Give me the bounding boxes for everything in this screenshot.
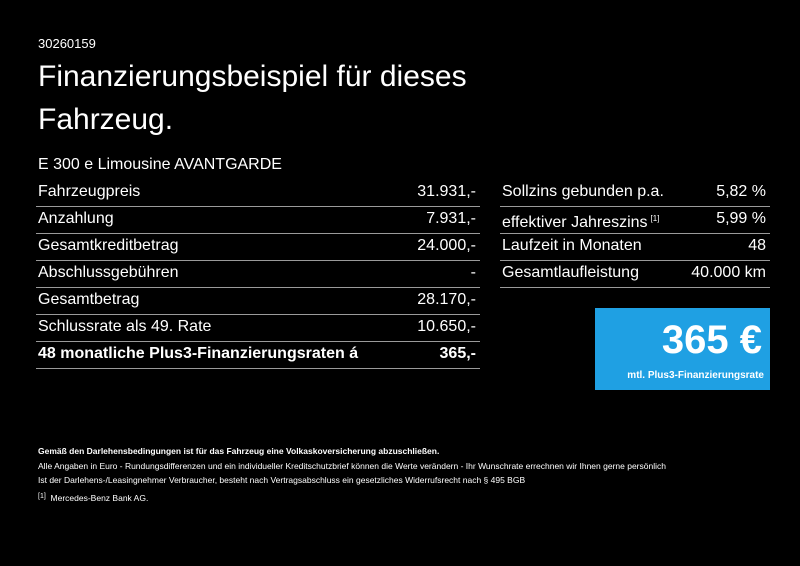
footer-line: Ist der Darlehens-/Leasingnehmer Verbrau… [38, 475, 526, 485]
table-row: Fahrzeugpreis 31.931,- [36, 179, 480, 207]
row-value: 48 [748, 237, 766, 254]
title-line: Finanzierungsbeispiel für dieses [38, 60, 467, 93]
footnote: [1] Mercedes-Benz Bank AG. [38, 493, 148, 503]
footnote-marker: [1] [650, 214, 660, 223]
row-value: - [470, 264, 476, 281]
label-text: Gesamtlaufleistung [502, 264, 639, 281]
row-label: Schlussrate als 49. Rate [38, 318, 212, 335]
row-label: Gesamtkreditbetrag [38, 237, 179, 254]
model-name: E 300 e Limousine AVANTGARDE [38, 156, 282, 173]
table-row: Abschlussgebühren - [36, 260, 480, 288]
row-label: effektiver Jahreszins [1] [502, 206, 659, 236]
row-value: 24.000,- [417, 237, 476, 254]
footer-line: Alle Angaben in Euro - Rundungsdifferenz… [38, 461, 666, 471]
label-text: Laufzeit in Monaten [502, 237, 642, 254]
label-text: effektiver Jahreszins [502, 214, 648, 231]
document-id: 30260159 [38, 36, 96, 51]
footnote-marker: [1] [38, 493, 46, 500]
rate-amount: 365 € [661, 318, 762, 362]
row-value: 5,82 % [716, 183, 766, 200]
table-row: Gesamtbetrag 28.170,- [36, 287, 480, 315]
row-value: 40.000 km [691, 264, 766, 281]
row-label: Anzahlung [38, 210, 114, 227]
table-row: effektiver Jahreszins [1] 5,99 % [500, 206, 770, 234]
table-row: Sollzins gebunden p.a. 5,82 % [500, 179, 770, 207]
row-label: 48 monatliche Plus3-Finanzierungsraten á [38, 345, 359, 362]
table-row: Anzahlung 7.931,- [36, 206, 480, 234]
table-row: 48 monatliche Plus3-Finanzierungsraten á… [36, 341, 480, 369]
title-line: Fahrzeug. [38, 103, 174, 136]
rate-box: 365 € mtl. Plus3-Finanzierungsrate [595, 308, 770, 390]
table-row: Schlussrate als 49. Rate 10.650,- [36, 314, 480, 342]
row-label: Gesamtlaufleistung [502, 260, 639, 286]
footnote-text: Mercedes-Benz Bank AG. [50, 493, 149, 503]
table-row: Gesamtkreditbetrag 24.000,- [36, 233, 480, 261]
table-row: Gesamtlaufleistung 40.000 km [500, 260, 770, 288]
row-value: 28.170,- [417, 291, 476, 308]
row-label: Gesamtbetrag [38, 291, 140, 308]
row-value: 5,99 % [716, 210, 766, 227]
table-row: Laufzeit in Monaten 48 [500, 233, 770, 261]
rate-caption: mtl. Plus3-Finanzierungsrate [627, 370, 764, 381]
footer-notice: Gemäß den Darlehensbedingungen ist für d… [38, 446, 440, 456]
row-value: 7.931,- [426, 210, 476, 227]
row-value: 10.650,- [417, 318, 476, 335]
label-text: Sollzins gebunden p.a. [502, 183, 664, 200]
row-label: Laufzeit in Monaten [502, 233, 642, 259]
row-value: 365,- [439, 345, 476, 362]
row-label: Sollzins gebunden p.a. [502, 179, 664, 205]
row-label: Fahrzeugpreis [38, 183, 141, 200]
row-label: Abschlussgebühren [38, 264, 179, 281]
row-value: 31.931,- [417, 183, 476, 200]
